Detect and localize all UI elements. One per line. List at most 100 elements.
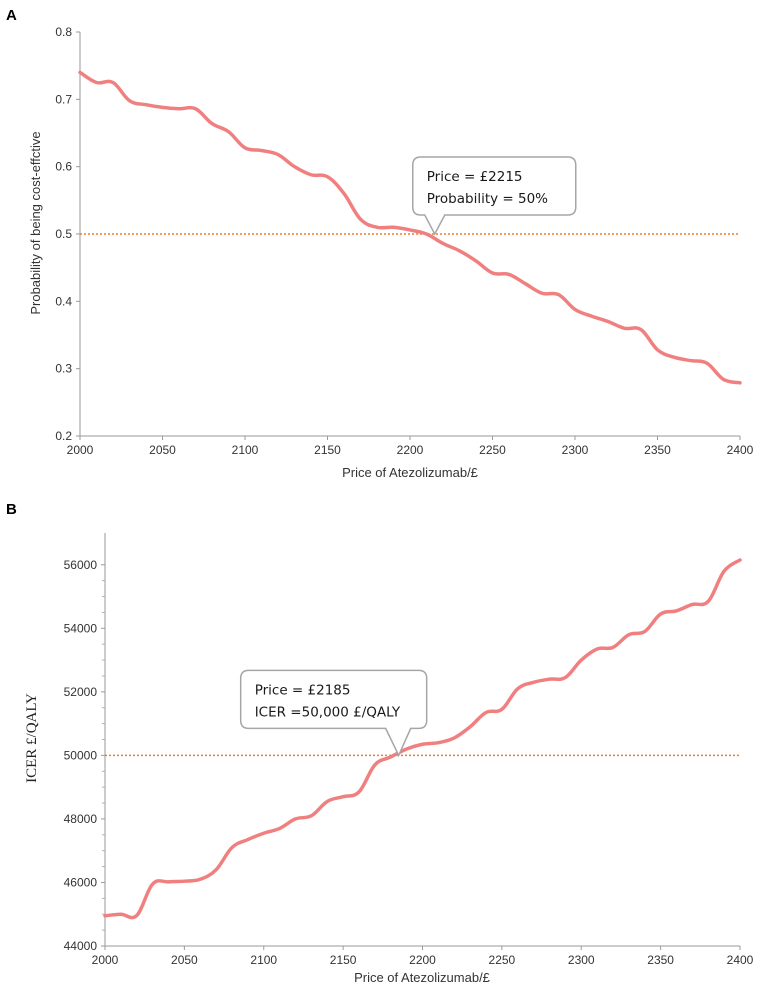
chart-a-data-point bbox=[673, 356, 676, 359]
chart-a-data-point bbox=[557, 293, 560, 296]
chart-a-data-point bbox=[409, 228, 412, 231]
chart-b-x-tick-label: 2150 bbox=[330, 953, 357, 967]
chart-b-points bbox=[104, 559, 742, 918]
chart-b-data-point bbox=[373, 763, 376, 766]
chart-b-data-point bbox=[596, 647, 599, 650]
chart-b-data-point bbox=[167, 880, 170, 883]
chart-b-data-point bbox=[627, 633, 630, 636]
chart-b-x-tick-label: 2100 bbox=[250, 953, 277, 967]
chart-a-data-point bbox=[79, 71, 82, 74]
chart-a-series-line bbox=[78, 70, 742, 385]
chart-b-y-ticks: 44000 46000 48000 50000 52000 54000 56000 bbox=[64, 558, 105, 953]
chart-a-x-tick-label: 2350 bbox=[644, 443, 671, 457]
chart-b-data-point bbox=[342, 795, 345, 798]
chart-a-x-tick-label: 2250 bbox=[479, 443, 506, 457]
chart-b-callout-line-1: Price = £2185 bbox=[255, 682, 351, 698]
chart-a-data-point bbox=[326, 175, 329, 178]
chart-a-data-point bbox=[359, 218, 362, 221]
chart-a-x-tick-label: 2300 bbox=[562, 443, 589, 457]
chart-a-data-point bbox=[128, 99, 131, 102]
chart-a-data-point bbox=[211, 122, 214, 125]
chart-a-callout-line-2: Probability = 50% bbox=[427, 191, 548, 207]
chart-a-data-point bbox=[491, 272, 494, 275]
chart-b-data-point bbox=[215, 868, 218, 871]
chart-b-data-point bbox=[500, 708, 503, 711]
chart-a-y-tick-label: 0.6 bbox=[55, 160, 72, 174]
chart-b-x-tick-label: 2350 bbox=[647, 953, 674, 967]
chart-a-data-point bbox=[458, 249, 461, 252]
chart-b-y-tick-label: 54000 bbox=[64, 621, 98, 635]
chart-b-data-point bbox=[358, 790, 361, 793]
chart-a-x-tick-label: 2400 bbox=[727, 443, 754, 457]
chart-a-y-axis-title: Probability of being cost-effctive bbox=[28, 131, 43, 314]
chart-b-data-point bbox=[723, 570, 726, 573]
chart-b-data-point bbox=[151, 883, 154, 886]
chart-b-x-ticks: 2000 2050 2100 2150 2200 2250 2300 2350 2400 bbox=[92, 946, 754, 967]
chart-a-x-ticks: 2000 2050 2100 2150 2200 2250 2300 2350 2400 bbox=[67, 436, 754, 457]
chart-a-data-point bbox=[178, 107, 181, 110]
chart-b-data-point bbox=[532, 681, 535, 684]
chart-b-data-point bbox=[643, 630, 646, 633]
chart-b-x-tick-label: 2300 bbox=[568, 953, 595, 967]
chart-b-data-point bbox=[564, 676, 567, 679]
chart-b-data-point bbox=[119, 913, 122, 916]
chart-a-y-tick-label: 0.2 bbox=[55, 429, 72, 443]
chart-a-data-point bbox=[112, 81, 115, 84]
chart-b-data-point bbox=[580, 659, 583, 662]
chart-b-data-point bbox=[389, 755, 392, 758]
panel-b-letter: B bbox=[6, 501, 17, 518]
chart-a-data-point bbox=[194, 107, 197, 110]
chart-b-y-tick-label: 56000 bbox=[64, 558, 98, 572]
chart-b-data-point bbox=[246, 838, 249, 841]
chart-a-y-tick-label: 0.8 bbox=[55, 25, 72, 39]
chart-b-y-tick-label: 48000 bbox=[64, 812, 98, 826]
chart-b-data-point bbox=[659, 613, 662, 616]
chart-b-callout-box bbox=[239, 669, 428, 758]
chart-b-data-point bbox=[231, 846, 234, 849]
chart-a-callout-box bbox=[412, 156, 577, 236]
chart-b-callout-line-2: ICER =50,000 £/QALY bbox=[255, 704, 401, 720]
chart-a-y-tick-label: 0.5 bbox=[55, 227, 72, 241]
chart-a-x-tick-label: 2050 bbox=[149, 443, 176, 457]
chart-b-data-point bbox=[612, 646, 615, 649]
chart-b-data-point bbox=[294, 817, 297, 820]
chart-b-y-tick-label: 52000 bbox=[64, 685, 98, 699]
chart-a-data-point bbox=[508, 273, 511, 276]
chart-a-data-point bbox=[541, 292, 544, 295]
chart-b-data-point bbox=[691, 603, 694, 606]
chart-b-data-point bbox=[199, 878, 202, 881]
chart-b-data-point bbox=[104, 914, 107, 917]
chart-b-data-point bbox=[262, 832, 265, 835]
chart-b-data-point bbox=[421, 743, 424, 746]
chart-a-data-point bbox=[260, 149, 263, 152]
chart-a-data-point bbox=[524, 282, 527, 285]
chart-a-data-point bbox=[293, 165, 296, 168]
chart-a-data-point bbox=[95, 81, 98, 84]
chart-b-x-tick-label: 2000 bbox=[92, 953, 119, 967]
chart-b-x-tick-label: 2250 bbox=[489, 953, 516, 967]
chart-a-data-point bbox=[640, 328, 643, 331]
chart-b-y-tick-label: 46000 bbox=[64, 875, 98, 889]
chart-b-data-point bbox=[485, 711, 488, 714]
chart-a-x-axis-title: Price of Atezolizumab/£ bbox=[342, 465, 479, 480]
chart-a-data-point bbox=[689, 359, 692, 362]
chart-b-data-point bbox=[739, 559, 742, 562]
chart-a-x-tick-label: 2150 bbox=[314, 443, 341, 457]
chart-a-data-point bbox=[244, 146, 247, 149]
chart-a-data-point bbox=[376, 226, 379, 229]
chart-a-data-point bbox=[392, 226, 395, 229]
chart-b-x-tick-label: 2200 bbox=[409, 953, 436, 967]
chart-a-data-point bbox=[607, 320, 610, 323]
chart-b-data-point bbox=[453, 736, 456, 739]
chart-a-y-tick-label: 0.3 bbox=[55, 362, 72, 376]
chart-a-data-point bbox=[277, 153, 280, 156]
chart-a-data-point bbox=[574, 308, 577, 311]
chart-a-callout-line-1: Price = £2215 bbox=[427, 169, 523, 185]
chart-a-data-point bbox=[425, 233, 428, 236]
chart-a-data-point bbox=[722, 378, 725, 381]
chart-b-data-point bbox=[469, 725, 472, 728]
chart-b-data-point bbox=[326, 800, 329, 803]
chart-a-data-point bbox=[227, 130, 230, 133]
chart-a-points bbox=[79, 71, 742, 384]
